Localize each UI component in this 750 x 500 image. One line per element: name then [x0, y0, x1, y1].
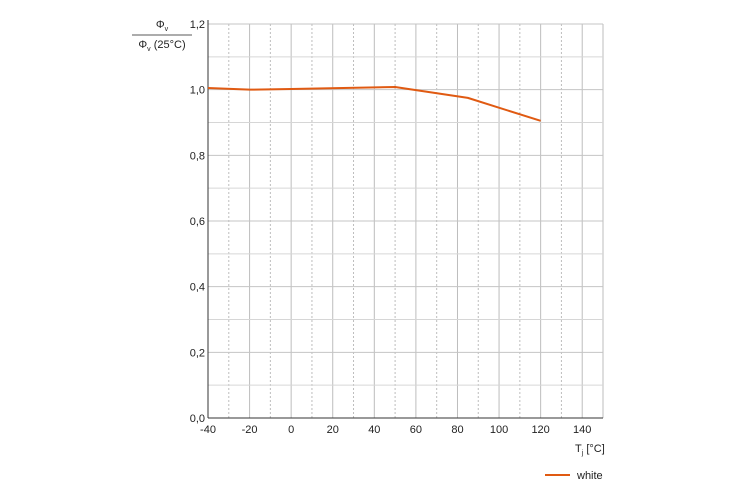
x-tick-label: -40: [200, 424, 216, 436]
y-tick-label: 0,0: [190, 413, 205, 425]
y-axis-title: Φv Φv (25°C): [132, 19, 192, 53]
y-tick-label: 1,2: [190, 19, 205, 31]
legend: white: [545, 470, 603, 482]
x-tick-label: 80: [451, 424, 463, 436]
y-axis-denominator: Φv (25°C): [138, 39, 185, 53]
legend-label-white: white: [576, 470, 603, 482]
x-tick-label: -20: [242, 424, 258, 436]
series-line-white: [207, 86, 541, 122]
y-tick-label: 0,8: [190, 150, 205, 162]
y-tick-labels: 0,0 0,2 0,4 0,6 0,8 1,0 1,2: [190, 19, 205, 425]
minor-horizontal-gridlines: [208, 56, 603, 386]
y-axis-numerator: Φv: [156, 19, 169, 33]
x-tick-label: 100: [490, 424, 508, 436]
x-axis-title: Tj [°C]: [575, 443, 605, 457]
x-tick-label: 140: [573, 424, 591, 436]
y-tick-label: 0,2: [190, 347, 205, 359]
axes: [207, 20, 603, 419]
x-tick-label: 60: [410, 424, 422, 436]
x-tick-label: 40: [368, 424, 380, 436]
x-tick-labels: -40 -20 0 20 40 60 80 100 120 140: [200, 424, 591, 436]
y-tick-label: 1,0: [190, 85, 205, 97]
y-tick-label: 0,4: [190, 282, 205, 294]
x-tick-label: 0: [288, 424, 294, 436]
x-tick-label: 120: [531, 424, 549, 436]
y-tick-label: 0,6: [190, 216, 205, 228]
x-tick-label: 20: [327, 424, 339, 436]
series-layer: [207, 86, 541, 122]
